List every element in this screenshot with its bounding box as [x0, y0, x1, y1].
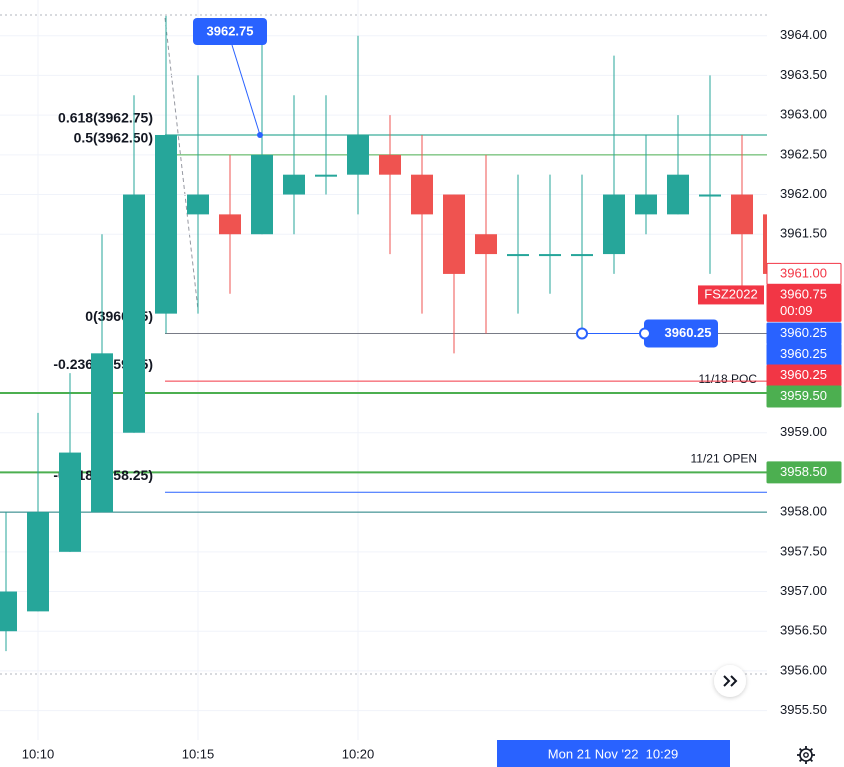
- level-label: 11/18 POC: [699, 372, 758, 386]
- y-tick-label: 3955.50: [780, 702, 827, 717]
- level-label: 11/21 OPEN: [691, 452, 757, 466]
- y-tick-label: 3957.00: [780, 583, 827, 598]
- symbol-tag-bg: [698, 285, 764, 305]
- candle-body: [283, 174, 305, 195]
- y-tick-label: 3956.00: [780, 662, 827, 677]
- x-tick-label: 10:20: [342, 746, 375, 761]
- callout-dot: [639, 327, 651, 340]
- price-label-bg: [766, 283, 842, 322]
- candle-body: [763, 214, 767, 274]
- price-label: 3958.50: [780, 464, 827, 479]
- callout-text: 3962.75: [207, 23, 254, 38]
- candle-body: [731, 194, 753, 235]
- plot-area: 11/18 POC 11/21 OPEN 0.618(3962.75) 0.5(396…: [0, 0, 767, 740]
- candle-body: [379, 154, 401, 175]
- price-axis: 3955.50 3956.00 3956.50 3957.00 3957.50 3958.…: [698, 27, 842, 717]
- y-tick-label: 3963.00: [780, 107, 827, 122]
- y-tick-label: 3958.00: [780, 504, 827, 519]
- candle-body: [443, 194, 465, 274]
- y-tick-label: 3964.00: [780, 27, 827, 42]
- price-label: 3961.00: [780, 265, 827, 280]
- candle-body: [539, 254, 561, 257]
- candle-body: [27, 512, 49, 612]
- x-tick-label: 10:15: [182, 746, 215, 761]
- candle-body: [571, 254, 593, 257]
- candle-body: [315, 174, 337, 177]
- price-label-bg: [766, 385, 842, 408]
- y-tick-label: 3963.50: [780, 67, 827, 82]
- callout-line: [231, 44, 261, 136]
- fib-label: 0.618(3962.75): [58, 110, 153, 126]
- candle-body: [0, 591, 17, 632]
- scroll-icon[interactable]: [723, 675, 738, 687]
- price-label-bg: [766, 461, 842, 484]
- candle-body: [635, 194, 657, 215]
- fib-label: 0.5(3962.50): [74, 130, 153, 146]
- candle-body: [187, 194, 209, 215]
- price-label: 3960.25: [780, 346, 827, 361]
- candle-body: [699, 194, 721, 197]
- candle-body: [411, 174, 433, 215]
- overlay: 3962.75 3960.25: [193, 18, 718, 348]
- callout-box: [644, 319, 718, 348]
- y-tick-label: 3961.50: [780, 226, 827, 241]
- gear-hub[interactable]: [803, 752, 809, 758]
- y-tick-label: 3957.50: [780, 543, 827, 558]
- callout-dot: [257, 131, 263, 138]
- candle-body: [59, 452, 81, 552]
- scroll-button[interactable]: [714, 665, 746, 697]
- price-label: 3960.25: [780, 325, 827, 340]
- y-tick-label: 3956.50: [780, 623, 827, 638]
- callout-text: 3960.25: [665, 325, 712, 340]
- symbol-tag: FSZ2022: [704, 286, 757, 301]
- countdown: 00:09: [780, 303, 813, 318]
- callout-box: [193, 18, 267, 45]
- callout-dot: [576, 327, 588, 340]
- y-tick-label: 3962.00: [780, 186, 827, 201]
- x-tick-label: 10:10: [22, 746, 55, 761]
- candle-body: [251, 154, 273, 235]
- gear-teeth[interactable]: [797, 746, 815, 764]
- candle-body: [603, 194, 625, 255]
- settings-button[interactable]: [797, 746, 815, 764]
- candle-body: [507, 254, 529, 257]
- candle-body: [347, 134, 369, 175]
- candle-body: [667, 174, 689, 215]
- candle-body: [91, 353, 113, 513]
- price-label: 3960.25: [780, 367, 827, 382]
- candle-body: [475, 234, 497, 255]
- candle-body: [123, 194, 145, 433]
- crosshair-time-bg: [497, 740, 730, 767]
- y-tick-label: 3959.00: [780, 424, 827, 439]
- y-tick-label: 3962.50: [780, 146, 827, 161]
- candle-body: [155, 134, 177, 314]
- candle-body: [219, 214, 241, 235]
- price-label: 3960.75: [780, 286, 827, 301]
- price-label: 3959.50: [780, 388, 827, 403]
- crosshair-time: Mon 21 Nov '22 10:29: [548, 746, 678, 761]
